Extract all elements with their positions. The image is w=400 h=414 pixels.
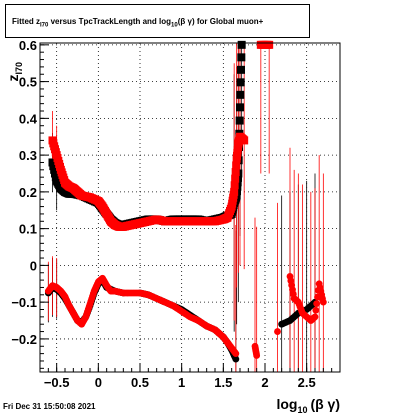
y-tick-label: −0.2 [11, 332, 37, 347]
red-series-lower-point [232, 350, 240, 358]
y-tick-label: 0.6 [19, 38, 37, 53]
black-series-lower-point [232, 355, 240, 363]
red-series-upper-point [232, 161, 241, 170]
x-tick-label: 0 [95, 375, 102, 390]
black-series-upper-point [236, 90, 245, 99]
black-series-upper-point [237, 65, 245, 74]
y-tick-label: 0 [30, 258, 37, 273]
title-box: Fitted zI70 versus TpcTrackLength and lo… [5, 4, 310, 38]
black-series-upper-point [237, 53, 246, 62]
red-series-lower-point [253, 352, 261, 359]
y-axis-label: zI70 [5, 62, 24, 82]
x-tick-label: 2 [261, 375, 268, 390]
x-tick-label: 1.5 [214, 375, 232, 390]
red-series-upper-point [230, 181, 239, 190]
black-series-upper-point [235, 116, 244, 125]
red-series-upper-point [231, 168, 240, 177]
axis-ticks: −0.5 0 0.5 1 1.5 2 2.5 −0.2 −0.1 0 0.1 0.2 0.3 0.4 0.5… [11, 38, 341, 390]
x-tick-label: 2.5 [298, 375, 316, 390]
red-series-lower-point [312, 306, 320, 314]
y-tick-label: 0.2 [19, 185, 37, 200]
y-tick-label: −0.1 [11, 295, 37, 310]
black-series-upper-point [237, 40, 246, 49]
y-tick-label: 0.5 [19, 75, 37, 90]
red-series-upper-point [265, 40, 274, 49]
red-series-upper-point [230, 187, 239, 196]
datestamp: Fri Dec 31 15:50:08 2021 [3, 402, 96, 411]
red-series-lower-point [311, 313, 319, 321]
y-tick-label: 0.4 [19, 111, 38, 126]
black-series-upper-point [236, 78, 245, 87]
y-tick-label: 0.1 [19, 222, 37, 237]
red-series-lower-point [274, 328, 281, 335]
x-tick-label: 0.5 [131, 375, 149, 390]
data-points [44, 40, 327, 372]
red-series-upper-point [231, 174, 240, 183]
x-tick-label: 1 [178, 375, 185, 390]
red-series-upper-point [240, 136, 249, 145]
red-series-lower-point [319, 298, 327, 306]
y-tick-label: 0.3 [19, 148, 37, 163]
x-tick-label: −0.5 [44, 375, 70, 390]
x-axis-label: log10 (β γ) [276, 396, 340, 414]
chart-title: Fitted zI70 versus TpcTrackLength and lo… [12, 17, 264, 29]
black-series-upper-point [236, 103, 244, 112]
red-series-lower-point [313, 300, 321, 308]
